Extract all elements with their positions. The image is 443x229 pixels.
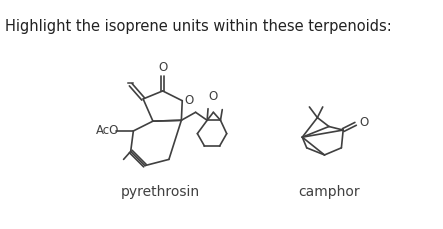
Text: Highlight the isoprene units within these terpenoids:: Highlight the isoprene units within thes… xyxy=(5,19,392,34)
Text: O: O xyxy=(158,61,167,74)
Text: O: O xyxy=(359,116,369,128)
Text: pyrethrosin: pyrethrosin xyxy=(120,185,200,199)
Text: O: O xyxy=(184,94,193,107)
Text: camphor: camphor xyxy=(298,185,360,199)
Text: O: O xyxy=(209,90,218,103)
Text: AcO: AcO xyxy=(96,124,120,137)
